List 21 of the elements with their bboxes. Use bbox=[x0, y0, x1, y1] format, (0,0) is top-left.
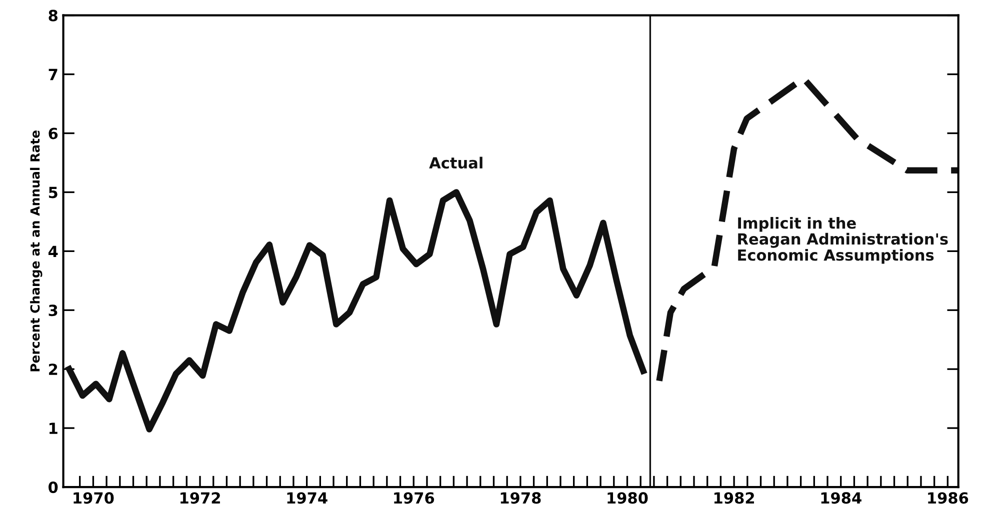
x-tick-label: 1980 bbox=[608, 492, 648, 504]
y-tick-label: 4 bbox=[48, 246, 58, 257]
y-tick-label: 5 bbox=[48, 186, 58, 198]
series-label: Implicit in the Reagan Administration's Economic Assumptions bbox=[738, 216, 948, 264]
x-tick-label: 1984 bbox=[821, 492, 862, 504]
x-tick-label: 1978 bbox=[500, 492, 541, 504]
x-tick-label: 1976 bbox=[394, 492, 434, 504]
series-label: Actual bbox=[429, 156, 482, 169]
y-tick-label: 6 bbox=[48, 128, 58, 140]
x-tick-label: 1974 bbox=[287, 492, 328, 504]
y-tick-label: 2 bbox=[49, 364, 58, 375]
x-tick-label: 1972 bbox=[180, 492, 220, 504]
y-tick-label: 0 bbox=[48, 482, 58, 494]
y-tick-label: 7 bbox=[48, 68, 58, 80]
y-tick-label: 3 bbox=[48, 304, 58, 316]
y-axis-title: Percent Change at an Annual Rate bbox=[30, 130, 42, 372]
x-tick-label: 1970 bbox=[74, 492, 114, 504]
y-tick-label: 1 bbox=[50, 422, 58, 434]
x-tick-label: 1982 bbox=[714, 492, 754, 504]
y-tick-label: 8 bbox=[48, 10, 58, 22]
x-tick-label: 1986 bbox=[928, 492, 968, 504]
